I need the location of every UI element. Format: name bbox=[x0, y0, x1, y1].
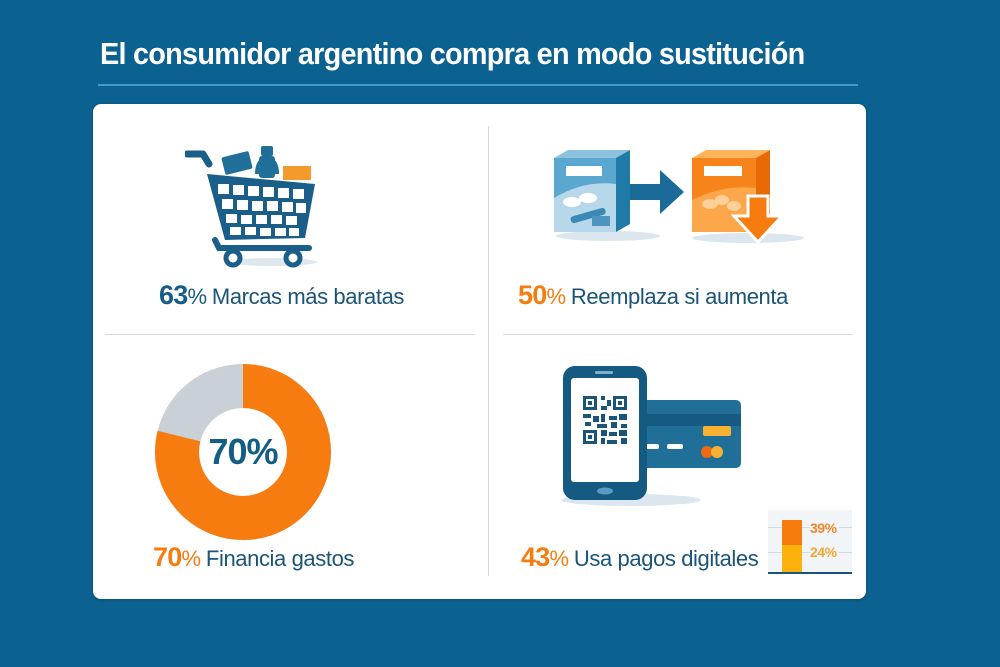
stat-value: 70% bbox=[153, 542, 201, 572]
page-title: El consumidor argentino compra en modo s… bbox=[100, 36, 805, 71]
stat-label: Usa pagos digitales bbox=[573, 546, 759, 571]
donut-chart-icon bbox=[155, 364, 331, 540]
donut-chart: 70% bbox=[153, 362, 333, 542]
mini-stacked-bar-chart: 39% 24% bbox=[768, 510, 852, 574]
product-swap-icon bbox=[554, 150, 804, 244]
title-underline bbox=[98, 84, 858, 86]
bar-segment-top bbox=[782, 520, 802, 545]
bar-label-top: 39% bbox=[810, 520, 839, 536]
stat-label: Marcas más baratas bbox=[211, 284, 405, 309]
stat-text: 50% Reemplaza si aumenta bbox=[518, 280, 788, 311]
bar-segment-bottom bbox=[782, 545, 802, 572]
horizontal-divider-left bbox=[105, 334, 475, 335]
stat-value: 50% bbox=[518, 280, 566, 310]
stat-label: Financia gastos bbox=[205, 546, 355, 571]
donut-center-label: 70% bbox=[208, 431, 278, 472]
stat-value: 43% bbox=[521, 542, 569, 572]
phone-qr-card-icon bbox=[561, 366, 741, 506]
horizontal-divider-right bbox=[503, 334, 853, 335]
stat-text: 63% Marcas más baratas bbox=[159, 280, 404, 311]
shopping-cart-icon bbox=[185, 146, 317, 268]
vertical-divider bbox=[488, 126, 489, 576]
stat-text: 43% Usa pagos digitales bbox=[521, 542, 759, 573]
stat-value: 63% bbox=[159, 280, 207, 310]
bar-label-bottom: 24% bbox=[810, 544, 839, 560]
infographic-card: 63% Marcas más baratas bbox=[93, 104, 866, 599]
stat-label: Reemplaza si aumenta bbox=[570, 284, 788, 309]
stat-text: 70% Financia gastos bbox=[153, 542, 354, 573]
